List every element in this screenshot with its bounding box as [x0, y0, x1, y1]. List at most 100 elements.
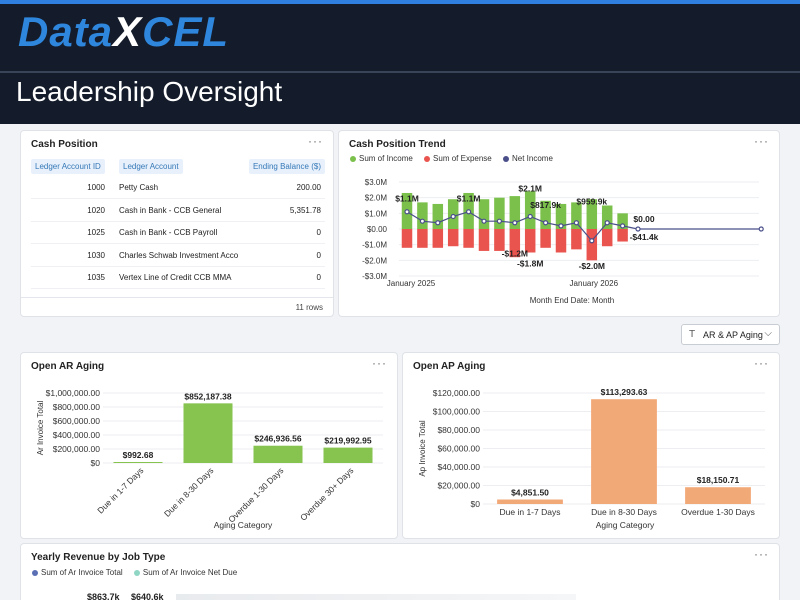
expense-bar — [447, 229, 459, 247]
net-income-point — [512, 220, 518, 226]
cell-ledger-account-id: 1025 — [87, 228, 105, 237]
y-tick-label: $1,000,000.00 — [46, 388, 101, 398]
legend-expense[interactable]: Sum of Expense — [424, 154, 492, 163]
cash-trend-title: Cash Position Trend — [349, 139, 446, 150]
data-label: $817.9k — [530, 200, 561, 210]
net-income-point — [635, 226, 641, 232]
expense-bar — [601, 229, 613, 247]
table-row-partial — [31, 289, 325, 295]
x-tick-label: Overdue 1-30 Days — [681, 507, 755, 517]
cell-ledger-account: Vertex Line of Credit CCB MMA — [119, 273, 232, 282]
data-label: $113,293.63 — [601, 387, 648, 397]
cash-position-card: Cash Position ··· Ledger Account ID Ledg… — [20, 130, 334, 317]
expense-bar — [478, 229, 490, 251]
cell-ledger-account-id: 1020 — [87, 205, 105, 215]
expense-bar — [432, 229, 444, 248]
y-tick-label: $100,000.00 — [433, 407, 481, 417]
aging-bar — [497, 499, 563, 504]
net-income-point — [419, 218, 426, 224]
net-income-point — [496, 218, 502, 224]
filter-label: AR & AP Aging — [703, 330, 763, 340]
net-income-point — [450, 213, 456, 220]
expense-bar — [586, 229, 598, 261]
expense-bar — [524, 229, 536, 253]
data-label: $959.9k — [576, 197, 607, 207]
column-header-ending-balance[interactable]: Ending Balance ($) — [248, 159, 325, 174]
net-income-point — [481, 218, 487, 224]
dataxcel-logo[interactable]: DataXCEL — [18, 8, 229, 56]
x-tick-label: Due in 1-7 Days — [95, 465, 145, 515]
x-tick-label: January 2025 — [387, 279, 436, 288]
income-bar — [494, 197, 505, 229]
yearly-revenue-menu-icon[interactable]: ··· — [754, 547, 769, 561]
expense-bar — [617, 229, 628, 242]
cash-trend-menu-icon[interactable]: ··· — [754, 134, 769, 148]
income-bar — [540, 200, 551, 229]
chevron-down-icon: ⌵ — [764, 328, 772, 339]
column-header-ledger-account[interactable]: Ledger Account — [119, 159, 183, 174]
ar-aging-title: Open AR Aging — [31, 361, 105, 372]
legend-net-income[interactable]: Net Income — [502, 154, 553, 163]
table-row[interactable]: 1025 Cash in Bank - CCB Payroll 0 — [31, 222, 325, 244]
cell-ledger-account: Cash in Bank - CCB General — [119, 205, 222, 215]
y-axis-title: Ar Invoice Total — [36, 401, 45, 456]
ap-aging-title: Open AP Aging — [413, 361, 486, 372]
x-axis-title: Aging Category — [214, 520, 273, 530]
expense-bar — [494, 229, 505, 251]
data-label: $4,851.50 — [511, 488, 549, 498]
ar-aging-menu-icon[interactable]: ··· — [372, 356, 387, 370]
legend-ar-invoice-total[interactable]: Sum of Ar Invoice Total — [32, 568, 123, 577]
x-tick-label: Due in 8-30 Days — [162, 465, 216, 519]
page-title: Leadership Oversight — [16, 76, 283, 107]
x-tick-label: Overdue 30+ Days — [298, 465, 355, 522]
income-bar — [555, 203, 567, 229]
ar-ap-aging-filter-button[interactable]: T AR & AP Aging ⌵ — [681, 324, 780, 345]
income-bar — [601, 205, 613, 229]
table-row[interactable]: 1030 Charles Schwab Investment Acco 0 — [31, 245, 325, 267]
ap-aging-menu-icon[interactable]: ··· — [754, 356, 769, 370]
y-tick-label: $120,000.00 — [433, 388, 481, 398]
legend-income-label: Sum of Income — [359, 154, 413, 163]
y-tick-label: $80,000.00 — [437, 425, 480, 435]
legend-income[interactable]: Sum of Income — [350, 154, 413, 163]
net-income-point — [404, 209, 410, 215]
table-row[interactable]: 1020 Cash in Bank - CCB General 5,351.78 — [31, 200, 325, 222]
expense-bar — [417, 229, 428, 248]
yearly-revenue-card: Yearly Revenue by Job Type ··· Sum of Ar… — [20, 543, 780, 600]
y-tick-label: $600,000.00 — [53, 416, 101, 426]
legend-net-income-label: Net Income — [511, 154, 553, 163]
cell-ending-balance: 5,351.78 — [289, 205, 321, 215]
data-label: -$2.0M — [579, 261, 605, 271]
x-axis-title: Month End Date: Month — [530, 296, 615, 305]
x-tick-label: January 2026 — [570, 279, 619, 288]
x-tick-label: Due in 8-30 Days — [591, 507, 657, 517]
yearly-revenue-label-1: $863.7k — [87, 592, 120, 600]
table-row[interactable]: 1000 Petty Cash 200.00 — [31, 177, 325, 199]
net-income-point — [466, 209, 472, 215]
ar-net-due-dot-icon — [133, 569, 140, 576]
cash-trend-card: Cash Position Trend ··· Sum of Income Su… — [338, 130, 780, 317]
column-header-ledger-account-id[interactable]: Ledger Account ID — [31, 159, 105, 174]
aging-bar — [253, 445, 303, 463]
net-income-point — [435, 220, 441, 226]
logo-text-cel: CEL — [142, 8, 230, 55]
y-tick-label: -$3.0M — [362, 272, 387, 281]
aging-bar — [323, 447, 373, 463]
y-tick-label: $1.0M — [365, 209, 388, 218]
y-tick-label: $3.0M — [365, 178, 388, 187]
income-bar — [524, 191, 536, 229]
cell-ledger-account-id: 1030 — [87, 250, 105, 260]
ar-aging-card: Open AR Aging ··· $1,000,000.00 $800,000.… — [20, 352, 398, 539]
y-tick-label: $400,000.00 — [53, 430, 101, 440]
legend-ar-net-due[interactable]: Sum of Ar Invoice Net Due — [133, 568, 237, 577]
net-income-point — [573, 220, 579, 226]
row-count: 11 rows — [295, 303, 323, 312]
net-income-point — [604, 220, 610, 226]
data-label: $852,187.38 — [184, 391, 232, 401]
ap-aging-chart: $120,000.00 $100,000.00 $80,000.00 $60,000.… — [418, 387, 765, 530]
cell-ledger-account-id: 1035 — [87, 273, 105, 282]
cash-position-menu-icon[interactable]: ··· — [308, 134, 323, 148]
net-income-point — [558, 223, 564, 229]
table-row[interactable]: 1035 Vertex Line of Credit CCB MMA 0 — [31, 267, 325, 289]
y-tick-label: $2.0M — [365, 194, 388, 203]
